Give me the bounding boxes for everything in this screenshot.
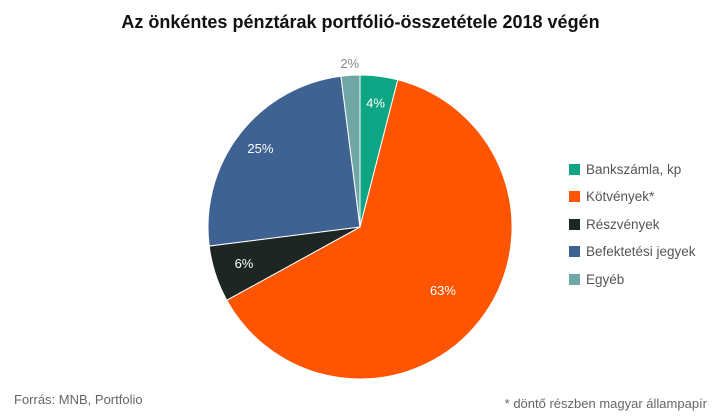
footnote: * döntő részben magyar állampapír (504, 396, 707, 411)
slice-value-label: 25% (247, 141, 273, 156)
legend-label: Befektetési jegyek (586, 244, 696, 259)
slice-value-label: 6% (235, 256, 254, 271)
legend: Bankszámla, kp Kötvények* Részvények Bef… (569, 160, 696, 298)
slice-befektetesi-jegyek (207, 75, 361, 247)
chart-title: Az önkéntes pénztárak portfólió-összetét… (121, 12, 600, 32)
legend-swatch (569, 191, 580, 202)
legend-item-reszvenyek: Részvények (569, 215, 696, 233)
legend-item-befektetesi-jegyek: Befektetési jegyek (569, 243, 696, 261)
legend-item-egyeb: Egyéb (569, 270, 696, 288)
legend-swatch (569, 163, 580, 175)
slice-value-label: 4% (366, 95, 385, 110)
slice-kotvenyek (226, 79, 513, 380)
slice-value-label: 2% (340, 56, 359, 71)
slice-value-label: 63% (430, 283, 456, 298)
legend-label: Bankszámla, kp (586, 161, 682, 177)
legend-swatch (569, 218, 580, 230)
legend-label: Részvények (586, 216, 660, 232)
source-note: Forrás: MNB, Portfolio (14, 392, 143, 407)
legend-label: Egyéb (586, 271, 625, 287)
legend-swatch (569, 246, 580, 257)
legend-item-kotvenyek: Kötvények* (569, 188, 696, 206)
legend-label: Kötvények* (586, 189, 655, 204)
legend-swatch (569, 273, 580, 285)
slice-egyeb (340, 74, 361, 228)
legend-item-bankszamla: Bankszámla, kp (569, 160, 696, 178)
